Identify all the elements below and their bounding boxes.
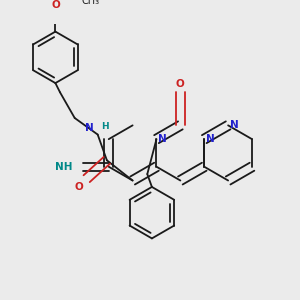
Text: H: H [101,122,109,131]
Text: N: N [158,134,167,144]
Text: O: O [74,182,83,192]
Text: O: O [176,79,185,88]
Text: N: N [230,120,239,130]
Text: O: O [51,0,60,10]
Text: NH: NH [56,162,73,172]
Text: N: N [85,123,94,133]
Text: N: N [206,134,215,144]
Text: CH₃: CH₃ [81,0,99,6]
